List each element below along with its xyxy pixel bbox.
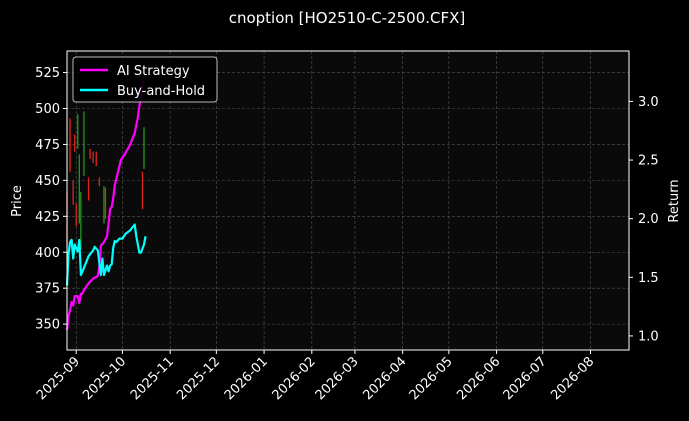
x-tick-label: 2026-06	[454, 354, 503, 403]
x-axis-ticks: 2025-092025-102025-112025-122026-012026-…	[34, 350, 597, 403]
left-axis-ticks: 350 375 400 425 450 475 500 525	[35, 66, 67, 333]
right-tick-label: 1.0	[638, 329, 659, 344]
left-axis-label: Price	[10, 185, 25, 217]
legend: AI Strategy Buy-and-Hold	[72, 56, 218, 103]
left-tick-label: 525	[35, 66, 60, 81]
left-tick-label: 475	[35, 138, 60, 153]
x-tick-label: 2025-11	[128, 354, 177, 403]
left-tick-label: 375	[35, 282, 60, 297]
x-tick-label: 2025-10	[80, 354, 129, 403]
chart-title: cnoption [HO2510-C-2500.CFX]	[229, 9, 466, 27]
return-lines	[65, 74, 147, 331]
x-tick-label: 2026-07	[501, 354, 550, 403]
x-tick-label: 2026-04	[361, 354, 410, 403]
right-axis-ticks: 1.0 1.5 2.0 2.5 3.0	[629, 95, 659, 344]
left-tick-label: 500	[35, 102, 60, 117]
legend-box	[72, 56, 218, 103]
x-tick-label: 2026-05	[407, 354, 456, 403]
left-tick-label: 450	[35, 174, 60, 189]
x-tick-label: 2026-02	[270, 354, 319, 403]
grid-lines	[67, 51, 629, 350]
x-tick-label: 2025-12	[174, 354, 223, 403]
price-candles	[66, 111, 145, 250]
right-tick-label: 3.0	[638, 95, 659, 110]
legend-label-buy-and-hold: Buy-and-Hold	[117, 84, 205, 99]
legend-label-ai-strategy: AI Strategy	[117, 64, 190, 79]
right-tick-label: 2.5	[638, 154, 659, 169]
x-tick-label: 2026-03	[313, 354, 362, 403]
series-line-buy-and-hold	[65, 223, 147, 286]
x-tick-label: 2026-08	[548, 354, 597, 403]
right-tick-label: 2.0	[638, 212, 659, 227]
series-line-ai-strategy	[65, 74, 146, 331]
right-axis-label: Return	[667, 179, 682, 222]
left-tick-label: 400	[35, 246, 60, 261]
right-tick-label: 1.5	[638, 271, 659, 286]
left-tick-label: 425	[35, 210, 60, 225]
left-tick-label: 350	[35, 318, 60, 333]
plot-frame	[66, 50, 630, 351]
x-tick-label: 2026-01	[222, 354, 271, 403]
x-tick-label: 2025-09	[34, 354, 83, 403]
